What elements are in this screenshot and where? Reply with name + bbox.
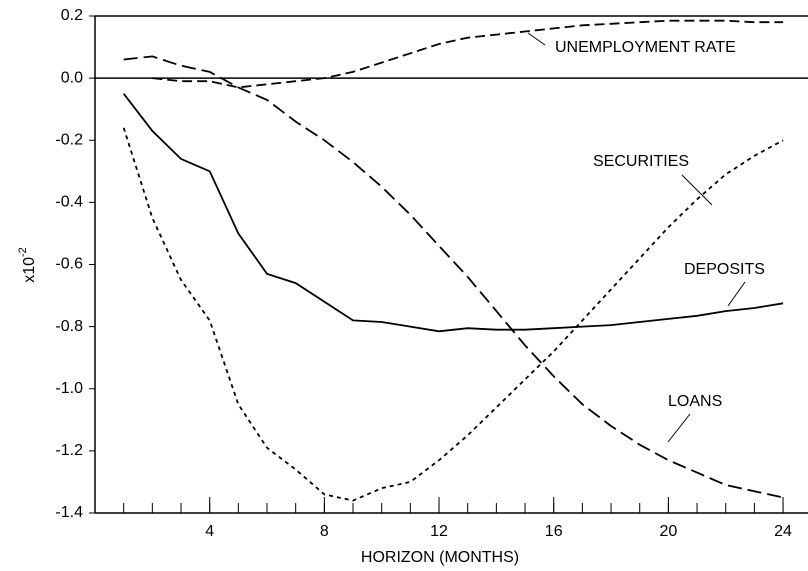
x-tick-label: 20 [659, 523, 677, 540]
y-tick-label: 0.0 [61, 69, 83, 86]
y-tick-label: -0.4 [55, 194, 83, 211]
series-label: LOANS [668, 393, 722, 410]
y-tick-label: -1.0 [55, 380, 83, 397]
x-tick-label: 24 [774, 523, 792, 540]
y-label-base: x10 [21, 257, 38, 283]
y-tick-label: -0.2 [55, 131, 83, 148]
y-label-exponent: -2 [17, 247, 29, 257]
series-label: SECURITIES [593, 153, 689, 170]
y-tick-label: -1.2 [55, 442, 83, 459]
leader-line [667, 413, 691, 443]
series-line [122, 93, 784, 333]
leader-line [527, 32, 546, 46]
series-line [123, 55, 784, 499]
y-tick-label: -0.8 [55, 318, 83, 335]
y-tick-label: -0.6 [55, 256, 83, 273]
series-line [152, 19, 784, 89]
series-label: DEPOSITS [684, 261, 765, 278]
leader-line [727, 281, 746, 307]
x-tick-label: 16 [545, 523, 563, 540]
y-axis-label: x10-2 [17, 247, 38, 283]
series-label: UNEMPLOYMENT RATE [555, 39, 736, 56]
x-tick-label: 8 [320, 523, 329, 540]
x-axis-label: HORIZON (MONTHS) [361, 549, 519, 566]
leader-line [681, 174, 713, 206]
y-tick-label: -1.4 [55, 504, 83, 521]
x-tick-label: 4 [205, 523, 214, 540]
x-tick-label: 12 [430, 523, 448, 540]
y-tick-label: 0.2 [61, 7, 83, 24]
series-line [122, 127, 784, 502]
